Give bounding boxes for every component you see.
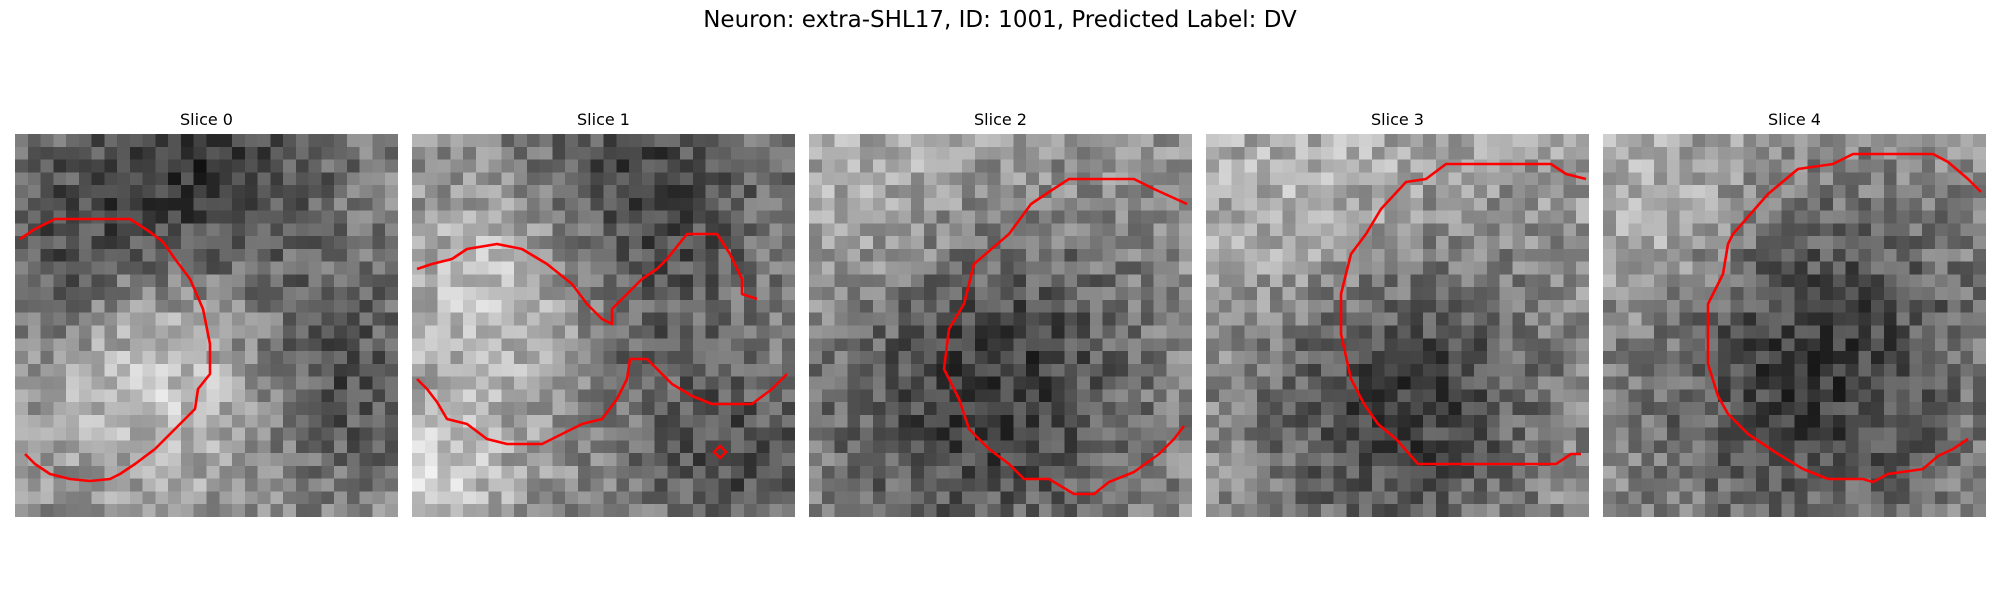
segmentation-contour: [19, 217, 212, 483]
slice-panel-3: Slice 3: [1206, 110, 1589, 517]
segmentation-contour: [416, 232, 788, 460]
segmentation-contour: [1706, 152, 1982, 484]
slice-panel-2: Slice 2: [809, 110, 1192, 517]
microscopy-image: [1206, 134, 1589, 517]
slice-panel-1: Slice 1: [412, 110, 795, 517]
slice-panel-0: Slice 0: [15, 110, 398, 517]
slice-title: Slice 4: [1768, 110, 1821, 129]
slice-title: Slice 1: [577, 110, 630, 129]
segmentation-contour: [942, 177, 1188, 496]
microscopy-image: [412, 134, 795, 517]
slice-panel-4: Slice 4: [1603, 110, 1986, 517]
figure-title: Neuron: extra-SHL17, ID: 1001, Predicted…: [703, 7, 1297, 33]
slice-title: Slice 3: [1371, 110, 1424, 129]
slice-title: Slice 2: [974, 110, 1027, 129]
segmentation-contour: [1339, 162, 1587, 466]
microscopy-image: [809, 134, 1192, 517]
microscopy-image: [1603, 134, 1986, 517]
slice-title: Slice 0: [180, 110, 233, 129]
